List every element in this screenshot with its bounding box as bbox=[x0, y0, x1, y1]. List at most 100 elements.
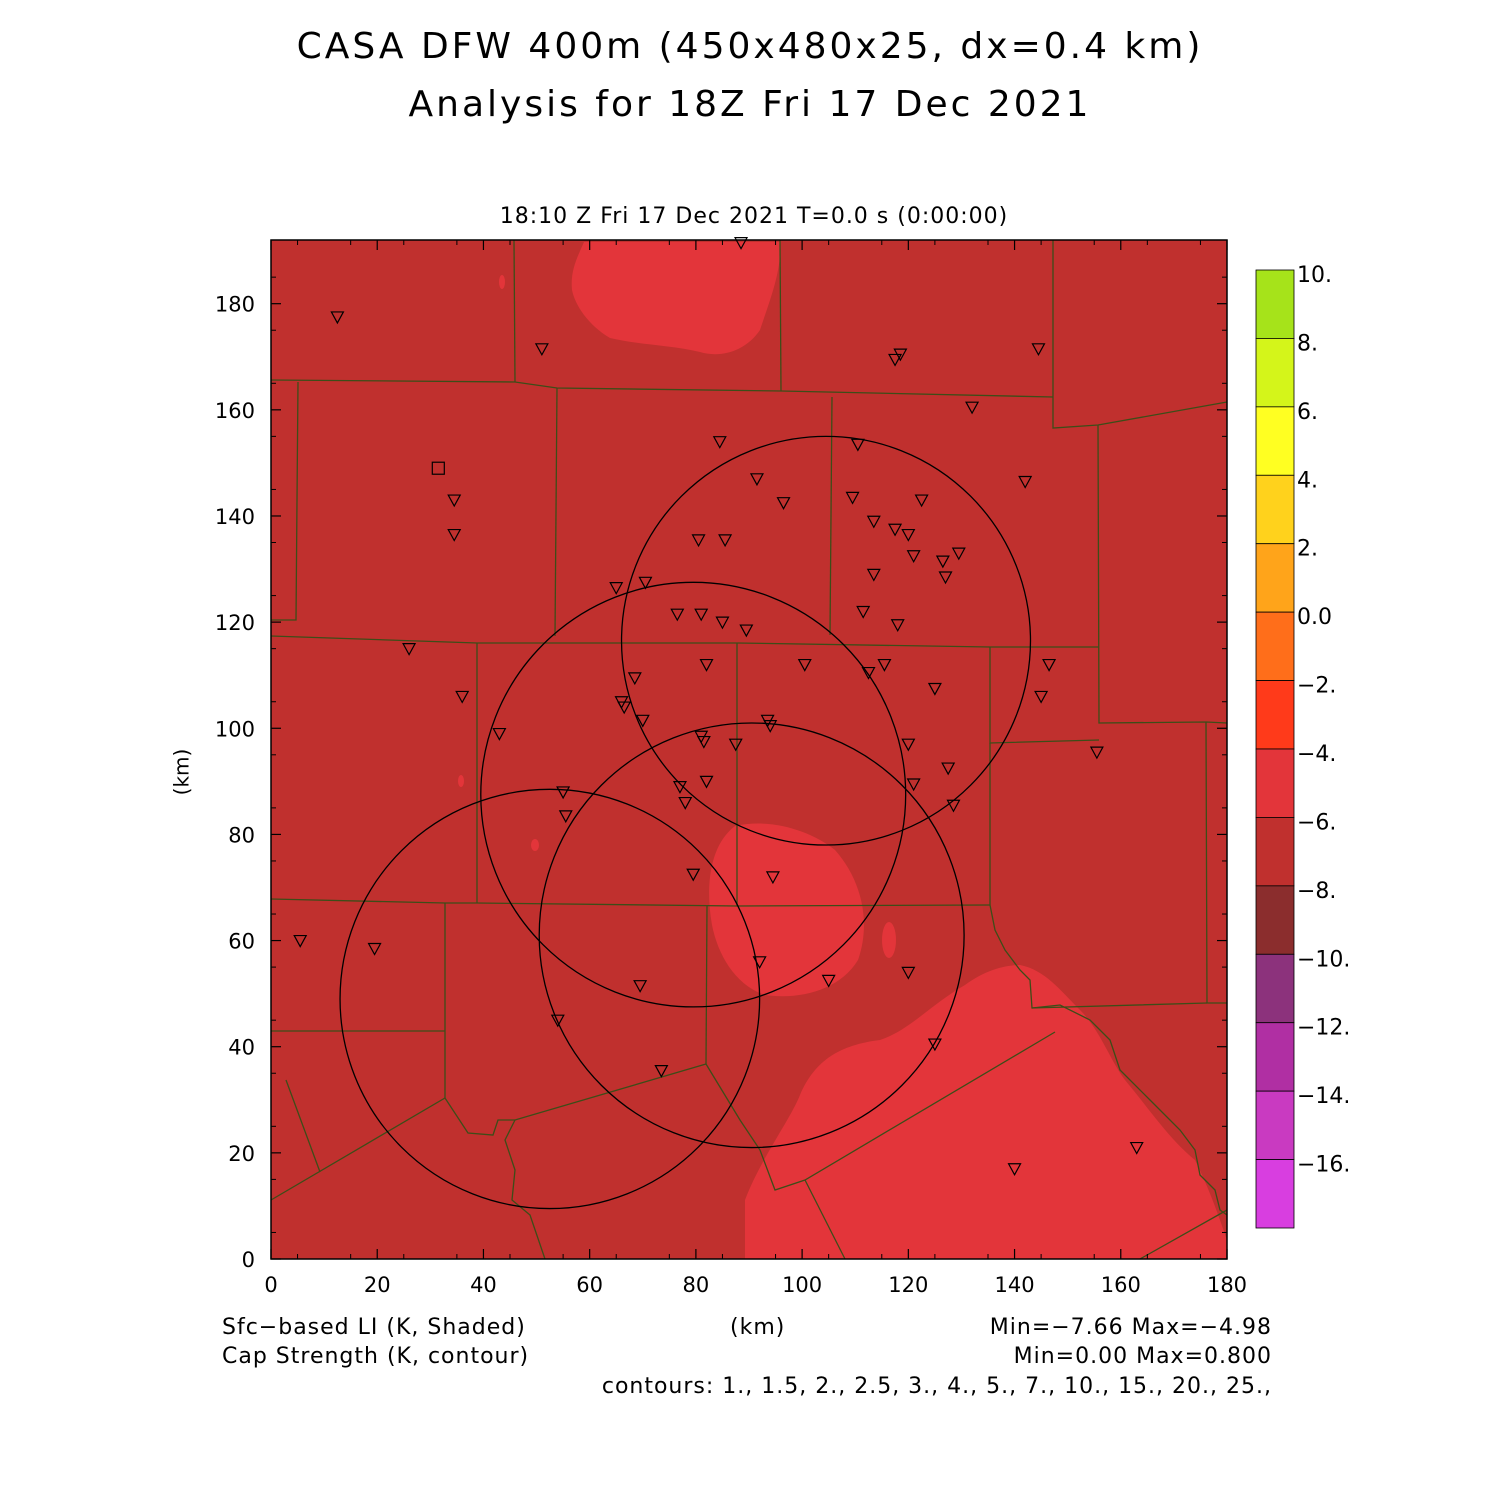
station-marker bbox=[330, 311, 345, 325]
shaded-field-label: Sfc−based LI (K, Shaded) bbox=[222, 1315, 526, 1340]
observation-stations bbox=[293, 237, 1144, 1177]
station-marker bbox=[627, 672, 642, 686]
plot-frame bbox=[270, 239, 1228, 1260]
station-marker bbox=[906, 778, 921, 792]
x-tick-label: 0 bbox=[264, 1273, 277, 1297]
colorbar-swatch bbox=[1255, 748, 1295, 818]
station-marker bbox=[927, 682, 942, 696]
county-line bbox=[779, 239, 782, 392]
colorbar-swatch bbox=[1255, 1159, 1295, 1229]
county-line bbox=[270, 898, 991, 907]
y-tick-label: 140 bbox=[215, 505, 255, 529]
colorbar-swatch bbox=[1255, 338, 1295, 408]
county-line bbox=[1031, 1004, 1228, 1216]
station-marker bbox=[877, 658, 892, 672]
county-line bbox=[705, 905, 708, 1065]
station-marker bbox=[1031, 343, 1046, 357]
station-marker bbox=[776, 497, 791, 510]
x-tick-label: 160 bbox=[1101, 1273, 1141, 1297]
county-line bbox=[513, 239, 516, 383]
colorbar-swatch bbox=[1255, 543, 1295, 613]
station-marker bbox=[951, 547, 966, 561]
x-tick-label: 80 bbox=[683, 1273, 710, 1297]
x-tick-label: 140 bbox=[995, 1273, 1035, 1297]
county-line bbox=[1097, 424, 1228, 724]
station-marker bbox=[293, 934, 308, 948]
radar-range-circle bbox=[620, 435, 1032, 846]
x-tick-label: 180 bbox=[1207, 1273, 1247, 1297]
colorbar-swatch bbox=[1255, 611, 1295, 681]
station-marker bbox=[686, 868, 701, 882]
station-marker bbox=[694, 608, 709, 622]
colorbar-label: 4. bbox=[1297, 468, 1318, 493]
station-marker bbox=[691, 534, 706, 548]
station-marker bbox=[866, 515, 881, 529]
colorbar-label: −10. bbox=[1297, 947, 1350, 972]
y-tick-label: 20 bbox=[228, 1142, 255, 1166]
radar-range-circle bbox=[339, 788, 761, 1210]
colorbar-swatch bbox=[1255, 953, 1295, 1024]
radar-range-circles bbox=[339, 435, 1032, 1210]
station-marker bbox=[749, 473, 764, 487]
colorbar-label: −16. bbox=[1297, 1153, 1350, 1178]
station-marker bbox=[654, 1064, 669, 1078]
x-axis-label: (km) bbox=[730, 1315, 786, 1340]
y-tick-label: 160 bbox=[215, 399, 255, 423]
station-marker bbox=[946, 799, 961, 813]
y-tick-label: 80 bbox=[228, 823, 255, 847]
colorbar-label: −2. bbox=[1297, 674, 1336, 699]
station-marker bbox=[763, 720, 778, 733]
station-marker bbox=[492, 727, 507, 741]
station-marker bbox=[455, 690, 470, 704]
station-marker bbox=[633, 980, 648, 993]
colorbar-label: 2. bbox=[1297, 537, 1318, 562]
colorbar-swatch bbox=[1255, 269, 1295, 339]
y-axis-ticks: 0 20 40 60 80 100 120 140 160 180 bbox=[215, 276, 1227, 1272]
station-marker bbox=[678, 796, 693, 810]
map-title-line1: CASA DFW 400m (450x480x25, dx=0.4 km) bbox=[296, 26, 1204, 67]
county-line bbox=[1052, 240, 1228, 429]
station-marker bbox=[1089, 746, 1104, 760]
county-line bbox=[285, 1079, 321, 1173]
station-marker bbox=[1129, 1141, 1144, 1155]
station-marker bbox=[696, 735, 711, 749]
station-marker bbox=[712, 436, 727, 449]
station-marker bbox=[861, 666, 876, 680]
station-marker bbox=[715, 616, 730, 630]
colorbar-label: 8. bbox=[1297, 331, 1318, 356]
station-marker bbox=[797, 658, 812, 672]
warm-spot-2 bbox=[531, 839, 539, 851]
colorbar-swatch bbox=[1255, 885, 1295, 955]
x-tick-label: 60 bbox=[576, 1273, 603, 1297]
colorbar: 10. 8. 6. 4. 2. 0.0 −2. −4. −6. −8. −10. −12. −14. −1… bbox=[1255, 263, 1350, 1229]
colorbar-swatch bbox=[1255, 474, 1295, 545]
contour-field-label: Cap Strength (K, contour) bbox=[222, 1344, 530, 1369]
station-marker bbox=[965, 401, 980, 415]
li-warm-regions bbox=[458, 242, 1227, 1259]
station-marker bbox=[672, 781, 687, 794]
x-tick-label: 20 bbox=[364, 1273, 391, 1297]
y-tick-label: 120 bbox=[215, 611, 255, 635]
x-tick-label: 120 bbox=[888, 1273, 928, 1297]
x-tick-label: 40 bbox=[470, 1273, 497, 1297]
station-marker bbox=[699, 775, 714, 789]
station-marker bbox=[935, 555, 950, 569]
colorbar-label: 6. bbox=[1297, 400, 1318, 425]
x-axis-ticks: 0 20 40 60 80 100 120 140 160 180 bbox=[264, 240, 1247, 1297]
station-marker bbox=[893, 348, 908, 362]
station-marker bbox=[1034, 690, 1049, 704]
station-marker bbox=[938, 571, 953, 585]
county-boundaries bbox=[270, 239, 1228, 1260]
station-marker bbox=[856, 605, 871, 619]
y-tick-label: 100 bbox=[215, 717, 255, 741]
colorbar-label: −14. bbox=[1297, 1084, 1350, 1109]
county-line bbox=[1139, 1209, 1228, 1260]
station-marker bbox=[739, 624, 754, 638]
station-marker bbox=[718, 534, 733, 548]
station-marker bbox=[927, 1038, 942, 1052]
station-marker bbox=[941, 762, 956, 776]
contour-min-max: Min=0.00 Max=0.800 bbox=[1013, 1344, 1272, 1369]
colorbar-swatch bbox=[1255, 680, 1295, 750]
colorbar-label: −12. bbox=[1297, 1016, 1350, 1041]
colorbar-swatch bbox=[1255, 406, 1295, 476]
